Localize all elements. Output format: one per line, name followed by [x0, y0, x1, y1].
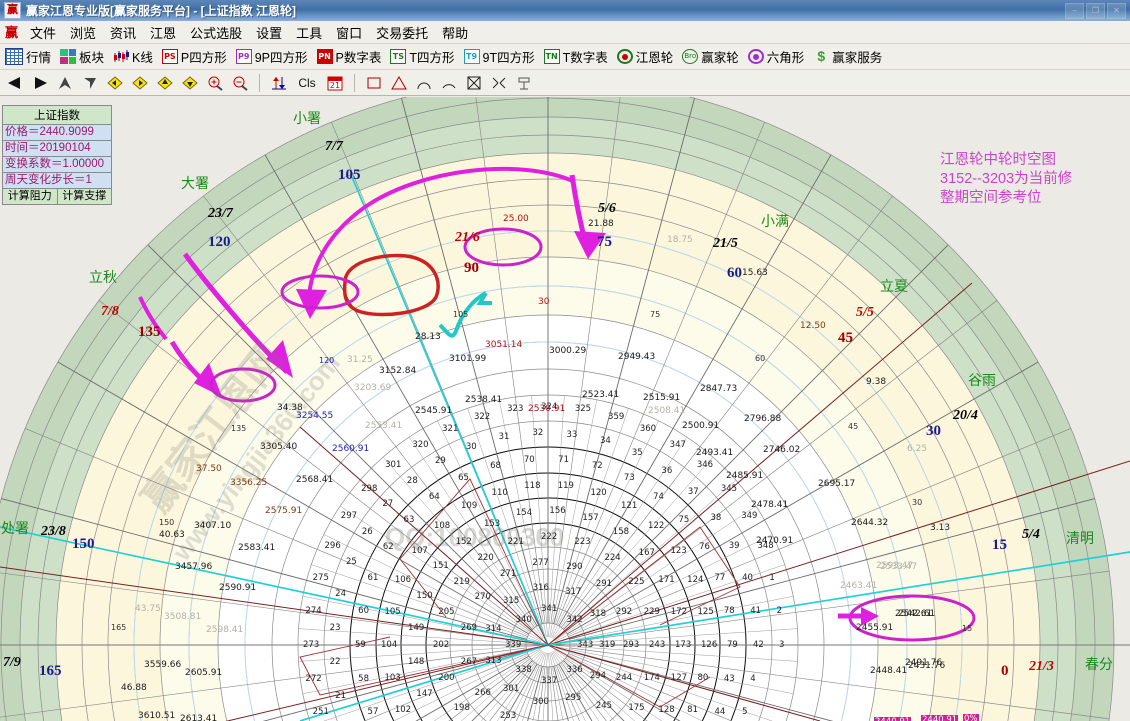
- diamond-up-icon[interactable]: [156, 74, 174, 92]
- triangle-tool-icon[interactable]: [390, 74, 408, 92]
- info-row-time: 时间＝20190104: [3, 141, 111, 157]
- next-arrow-icon[interactable]: [31, 74, 49, 92]
- zoom-out-icon[interactable]: [231, 74, 249, 92]
- note-line-1: 江恩轮中轮时空图: [940, 152, 1056, 168]
- menu-item-help[interactable]: 帮助: [442, 25, 469, 41]
- candlestick-icon: [113, 49, 130, 64]
- menu-item-tools[interactable]: 工具: [296, 25, 323, 41]
- vertical-scale-icon[interactable]: [270, 74, 288, 92]
- arc-left-tool-icon[interactable]: [415, 74, 433, 92]
- winner-wheel-icon: Bro: [682, 49, 699, 64]
- toolbar-button-quotes[interactable]: 行情: [5, 47, 51, 66]
- price-info-panel[interactable]: 上证指数 价格＝2440.9099 时间＝20190104 变换系数＝1.000…: [2, 105, 112, 205]
- toolbar-button-9t-square[interactable]: T9 9T四方形: [463, 47, 535, 66]
- toolbar-button-hexagon[interactable]: 六角形: [747, 47, 804, 66]
- menu-item-window[interactable]: 窗口: [336, 25, 363, 41]
- t9-badge-icon: T9: [463, 49, 480, 64]
- toolbar-button-t-square[interactable]: TS T四方形: [390, 47, 455, 66]
- info-row-price: 价格＝2440.9099: [3, 125, 111, 141]
- toolbar-separator-2: [354, 73, 355, 92]
- menu-item-news[interactable]: 资讯: [110, 25, 137, 41]
- tn-badge-icon: TN: [543, 49, 560, 64]
- dollar-service-icon: $: [817, 48, 826, 64]
- maximize-button[interactable]: ❐: [1086, 2, 1105, 19]
- menu-item-trading[interactable]: 交易委托: [376, 25, 429, 41]
- ps-badge-icon: PS: [161, 49, 178, 64]
- menu-item-gann[interactable]: 江恩: [150, 25, 177, 41]
- toolbar-button-winner-wheel[interactable]: Bro 赢家轮: [682, 47, 739, 66]
- toolbar-button-gann-wheel[interactable]: 江恩轮: [616, 47, 673, 66]
- menu-item-file[interactable]: 文件: [30, 25, 57, 41]
- menu-item-formula-stock-pick[interactable]: 公式选股: [190, 25, 243, 41]
- arc-right-tool-icon[interactable]: [440, 74, 458, 92]
- window-titlebar: 赢 赢家江恩专业版[赢家服务平台] - [上证指数 江恩轮] – ❐ ✕: [0, 0, 1130, 21]
- up-arrow-icon[interactable]: [56, 74, 74, 92]
- wheel-vector-layer: [0, 97, 1130, 721]
- prev-arrow-icon[interactable]: [6, 74, 24, 92]
- close-button[interactable]: ✕: [1107, 2, 1126, 19]
- gann-wheel-icon: [616, 49, 633, 64]
- hand-annotations: [138, 166, 976, 642]
- diamond-down-icon[interactable]: [181, 74, 199, 92]
- window-title: 赢家江恩专业版[赢家服务平台] - [上证指数 江恩轮]: [26, 4, 296, 18]
- info-row-step: 周天变化步长＝1: [3, 173, 111, 189]
- diamond-left-icon[interactable]: [106, 74, 124, 92]
- toolbar-button-p-square[interactable]: PS P四方形: [161, 47, 227, 66]
- hexagon-icon: [747, 49, 764, 64]
- main-toolbar: 行情 板块 K线: [0, 44, 1130, 70]
- menu-bar: 赢 文件 浏览 资讯 江恩 公式选股 设置 工具 窗口 交易委托 帮助: [0, 21, 1130, 44]
- app-logo-icon: 赢: [4, 2, 21, 19]
- menu-item-settings[interactable]: 设置: [256, 25, 283, 41]
- toolbar-button-9p-square[interactable]: P9 9P四方形: [235, 47, 308, 66]
- rectangle-tool-icon[interactable]: [365, 74, 383, 92]
- down-arrow-icon[interactable]: [81, 74, 99, 92]
- toolbar-button-t-number-table[interactable]: TN T数字表: [543, 49, 608, 65]
- zoom-in-icon[interactable]: [206, 74, 224, 92]
- gann-wheel-chart[interactable]: 赢家江恩网 www.yingjia360.com QQ:100800360 小署…: [0, 97, 1130, 721]
- cross-box-tool-icon[interactable]: [465, 74, 483, 92]
- toolbar-separator: [259, 73, 260, 92]
- delete-tool-icon[interactable]: [515, 74, 533, 92]
- drawing-toolbar: Cls 21: [0, 70, 1130, 96]
- window-controls[interactable]: – ❐ ✕: [1065, 2, 1126, 19]
- toolbar-button-kline[interactable]: K线: [113, 47, 153, 66]
- note-line-3: 整期空间参考位: [940, 190, 1042, 206]
- toolbar-button-p-number-table[interactable]: PN P数字表: [316, 49, 382, 65]
- blocks-icon: [60, 49, 77, 64]
- minimize-button[interactable]: –: [1065, 2, 1084, 19]
- toolbar-button-winner-service[interactable]: $ 赢家服务: [813, 47, 882, 66]
- diamond-right-icon[interactable]: [131, 74, 149, 92]
- p9-badge-icon: P9: [235, 49, 252, 64]
- menu-item-browse[interactable]: 浏览: [70, 25, 97, 41]
- chart-annotation-note: 江恩轮中轮时空图 3152--3203为当前修 整期空间参考位: [940, 151, 1072, 208]
- calc-resistance-button[interactable]: 计算阻力: [3, 189, 58, 204]
- cls-label[interactable]: Cls: [298, 75, 316, 90]
- note-line-2: 3152--3203为当前修: [940, 171, 1073, 187]
- t3-badge-icon: TS: [390, 49, 407, 64]
- svg-text:21: 21: [330, 81, 340, 90]
- info-panel-header: 上证指数: [3, 106, 111, 125]
- toolbar-button-sectors[interactable]: 板块: [60, 47, 104, 66]
- calendar-icon[interactable]: 21: [326, 74, 344, 92]
- shrink-tool-icon[interactable]: [490, 74, 508, 92]
- pn-badge-icon: PN: [316, 49, 333, 64]
- menu-logo-icon: 赢: [4, 24, 18, 40]
- calc-support-button[interactable]: 计算支撑: [57, 189, 111, 204]
- info-row-factor: 变换系数＝1.00000: [3, 157, 111, 173]
- grid-icon: [5, 48, 23, 65]
